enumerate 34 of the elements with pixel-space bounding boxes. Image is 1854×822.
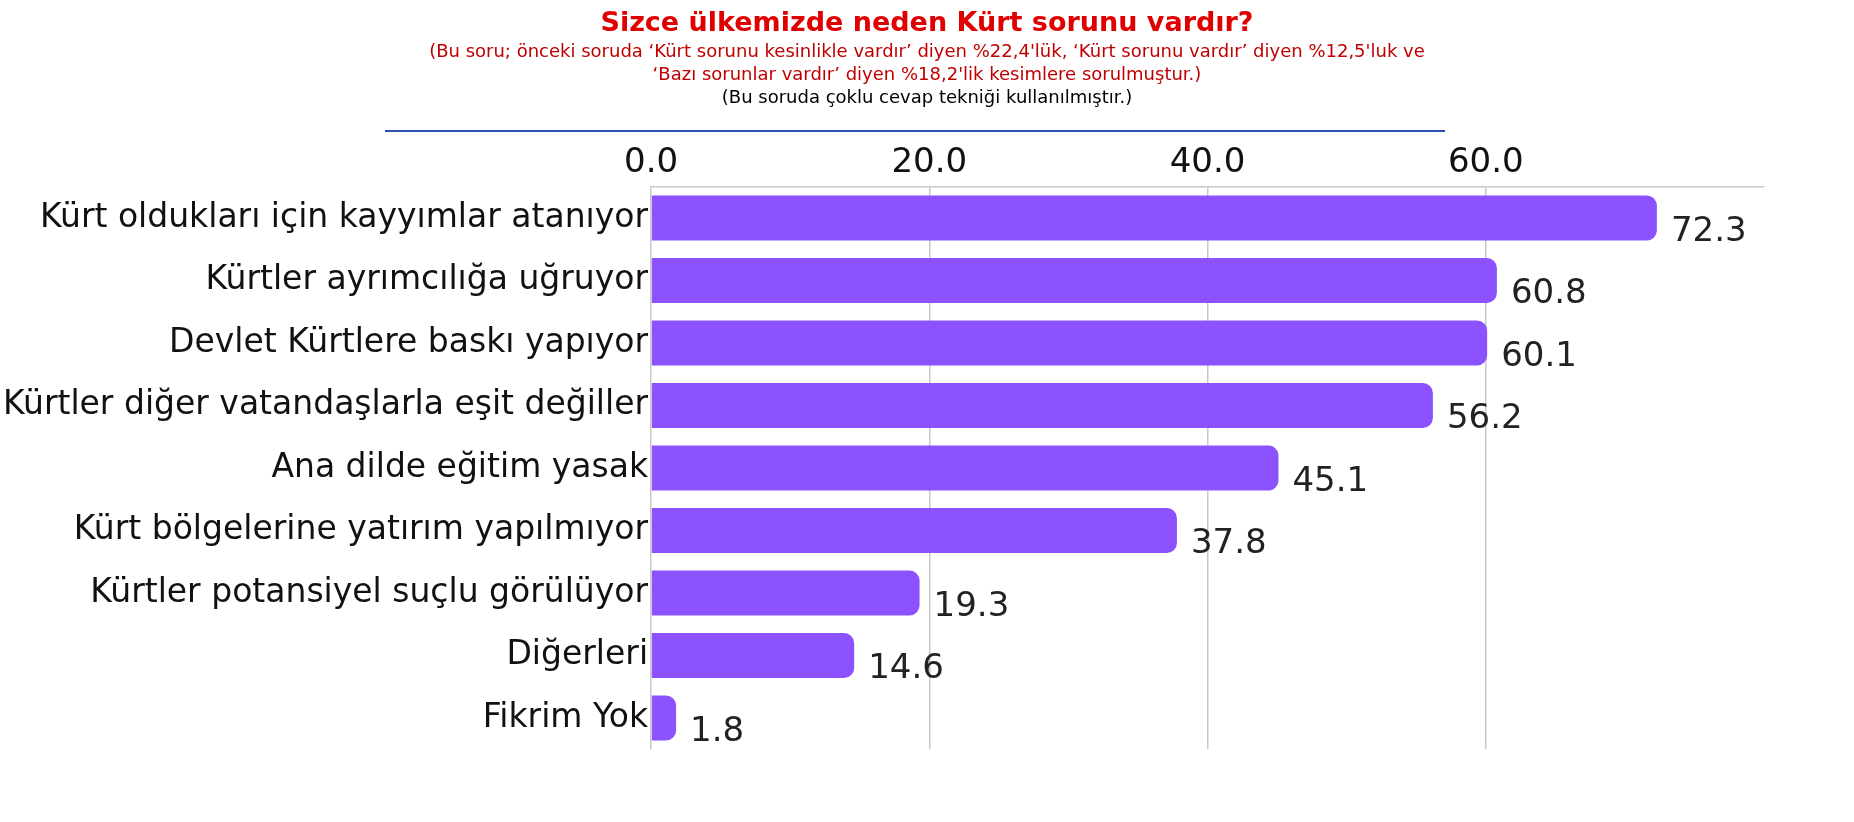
chart-title: Sizce ülkemizde neden Kürt sorunu vardır? (599, 6, 1255, 37)
bar (651, 195, 1657, 241)
y-tick-label: Devlet Kürtlere baskı yapıyor (169, 320, 649, 360)
y-tick-label: Kürtler potansiyel suçlu görülüyor (90, 570, 649, 610)
bar (651, 445, 1279, 491)
y-tick-label: Kürt bölgelerine yatırım yapılmıyor (73, 508, 649, 548)
y-tick-label: Fikrim Yok (482, 695, 649, 735)
y-tick-label: Kürtler diğer vatandaşlarla eşit değiller (2, 383, 649, 423)
x-tick-label: 40.0 (1169, 140, 1246, 181)
chart-subtitle: (Bu soru; önceki soruda ‘Kürt sorunu kesinlikle vardır’ diyen %22,4'lük, ‘Kürt sorunu vardır’ diyen %12,5'luk ve ‘Bazı sorunlar vardır’ diyen %18,2'lik kesimlere sorulmuştur.) (428, 39, 1426, 85)
x-tick-label: 0.0 (624, 140, 679, 181)
data-label: 45.1 (1292, 458, 1369, 499)
bar (651, 258, 1497, 304)
bar (651, 320, 1488, 366)
x-tick-label: 20.0 (891, 140, 968, 181)
data-label: 14.6 (868, 646, 944, 687)
data-label: 37.8 (1190, 521, 1267, 562)
bar (651, 383, 1433, 429)
data-label: 60.8 (1510, 271, 1587, 312)
data-label: 19.3 (933, 583, 1010, 624)
bar (651, 632, 855, 678)
y-tick-label: Diğerleri (506, 633, 649, 673)
bar (651, 507, 1177, 553)
y-tick-label: Kürtler ayrımcılığa uğruyor (205, 258, 649, 298)
y-tick-label: Kürt oldukları için kayyımlar atanıyor (39, 195, 649, 235)
text: (Bu soruda çoklu cevap tekniği kullanılmıştır.) (720, 85, 1134, 108)
data-label: 72.3 (1670, 208, 1747, 249)
data-label: 1.8 (690, 708, 745, 749)
bar (651, 570, 920, 616)
x-tick-label: 60.0 (1447, 140, 1524, 181)
data-label: 56.2 (1446, 396, 1523, 437)
data-label: 60.1 (1501, 333, 1577, 374)
y-tick-label: Ana dilde eğitim yasak (271, 445, 649, 485)
bar (651, 695, 677, 741)
